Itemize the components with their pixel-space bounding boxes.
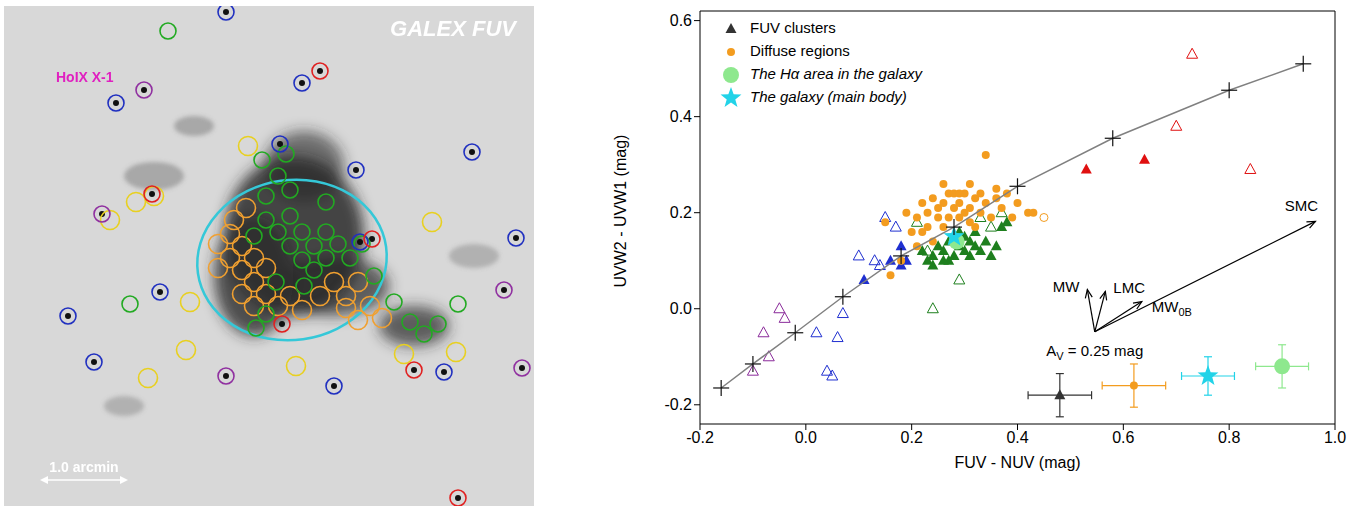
svg-text:MW: MW — [1053, 278, 1080, 295]
html-text:Diffuse regions: Diffuse regions — [750, 42, 850, 59]
svg-text:UVW2 - UVW1 (mag): UVW2 - UVW1 (mag) — [612, 135, 629, 288]
svg-text:1.0 arcmin: 1.0 arcmin — [49, 459, 118, 475]
svg-text:0.0: 0.0 — [670, 300, 692, 317]
svg-text:FUV - NUV (mag): FUV - NUV (mag) — [954, 454, 1080, 471]
svg-text:SMC: SMC — [1285, 197, 1319, 214]
svg-text:0.6: 0.6 — [670, 12, 692, 29]
svg-text:0.2: 0.2 — [901, 429, 923, 446]
svg-text:-0.2: -0.2 — [664, 396, 692, 413]
svg-text:1.0: 1.0 — [1324, 429, 1346, 446]
svg-text:HoIX X-1: HoIX X-1 — [56, 69, 114, 85]
html-text:FUV clusters: FUV clusters — [750, 19, 836, 36]
svg-text:AV = 0.25 mag: AV = 0.25 mag — [1046, 342, 1143, 362]
svg-text:0.6: 0.6 — [1112, 429, 1134, 446]
svg-text:0.8: 0.8 — [1218, 429, 1240, 446]
svg-text:0.4: 0.4 — [670, 108, 692, 125]
svg-text:-0.2: -0.2 — [686, 429, 714, 446]
svg-text:0.0: 0.0 — [795, 429, 817, 446]
html-text:The Hα area in the galaxy: The Hα area in the galaxy — [750, 65, 922, 82]
svg-text:0.4: 0.4 — [1006, 429, 1028, 446]
svg-text:MW0B: MW0B — [1152, 298, 1192, 318]
html-text:The galaxy (main body): The galaxy (main body) — [750, 88, 907, 105]
svg-text:LMC: LMC — [1113, 279, 1145, 296]
svg-text:0.2: 0.2 — [670, 204, 692, 221]
svg-text:GALEX FUV: GALEX FUV — [390, 16, 518, 41]
